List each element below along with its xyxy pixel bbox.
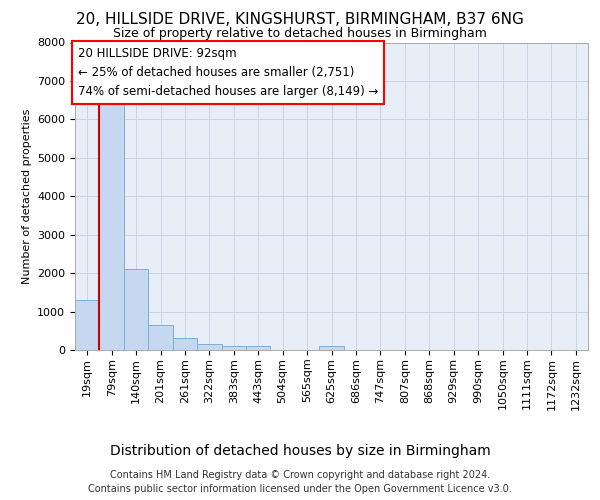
Bar <box>100 96 124 350</box>
Y-axis label: Number of detached properties: Number of detached properties <box>22 108 32 284</box>
Bar <box>319 346 344 350</box>
Bar <box>148 325 173 350</box>
Text: Size of property relative to detached houses in Birmingham: Size of property relative to detached ho… <box>113 28 487 40</box>
Bar <box>75 300 100 350</box>
Bar <box>197 344 221 350</box>
Text: Distribution of detached houses by size in Birmingham: Distribution of detached houses by size … <box>110 444 490 458</box>
Bar <box>124 270 148 350</box>
Text: 20 HILLSIDE DRIVE: 92sqm
← 25% of detached houses are smaller (2,751)
74% of sem: 20 HILLSIDE DRIVE: 92sqm ← 25% of detach… <box>77 47 378 98</box>
Bar <box>173 338 197 350</box>
Text: 20, HILLSIDE DRIVE, KINGSHURST, BIRMINGHAM, B37 6NG: 20, HILLSIDE DRIVE, KINGSHURST, BIRMINGH… <box>76 12 524 28</box>
Text: Contains HM Land Registry data © Crown copyright and database right 2024.
Contai: Contains HM Land Registry data © Crown c… <box>88 470 512 494</box>
Bar <box>246 346 271 350</box>
Bar <box>221 346 246 350</box>
